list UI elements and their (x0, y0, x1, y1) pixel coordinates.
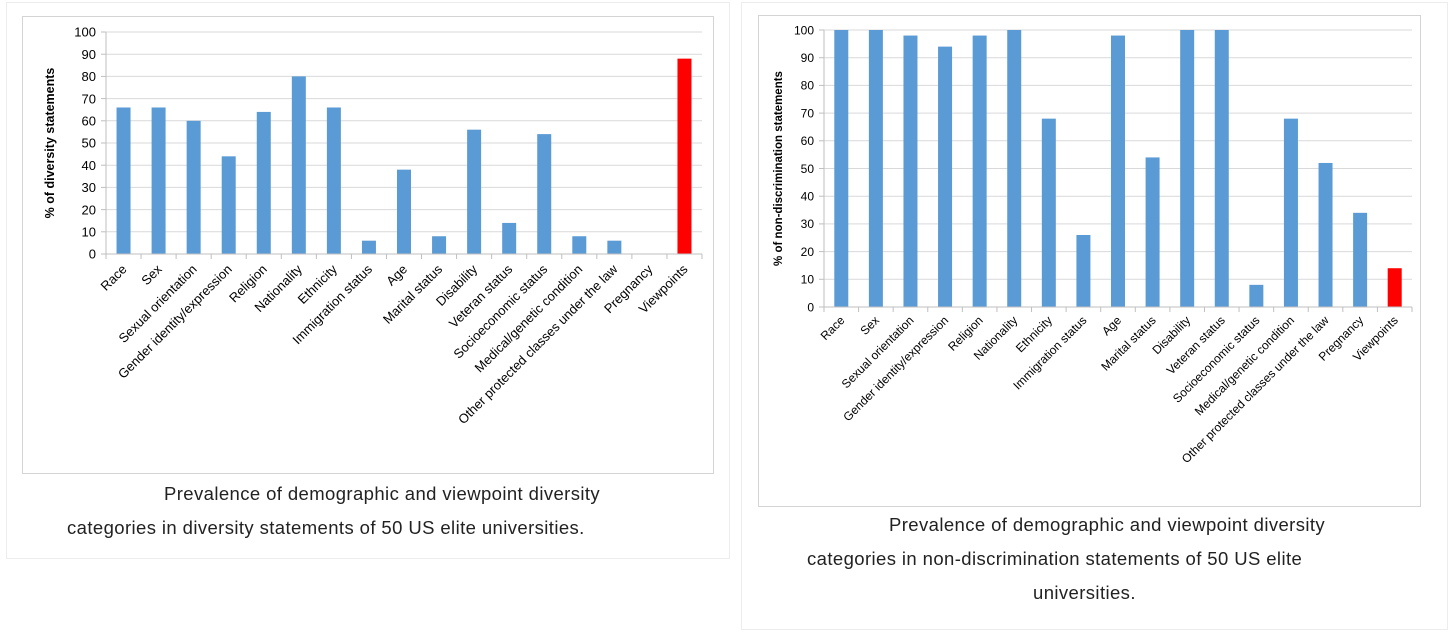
x-category-label: Age (1099, 313, 1124, 338)
diversity-chart-caption: Prevalence of demographic and viewpoint … (7, 477, 729, 545)
diversity-chart-frame: 0 10 20 30 40 50 60 70 80 90 100 Race Sex Sexual orie… (22, 16, 714, 474)
y-tick-label: 100 (794, 23, 814, 37)
non-discrimination-chart-frame: 0 10 20 30 40 50 60 70 80 90 100 Race Sex Sexual orie… (758, 15, 1421, 507)
bar (397, 169, 411, 254)
bar (903, 35, 918, 307)
caption-line: Prevalence of demographic and viewpoint … (889, 514, 1326, 535)
caption-line: categories in diversity statements of 50… (67, 517, 585, 538)
y-tick-label: 10 (801, 273, 815, 287)
bar (502, 222, 517, 254)
x-category-label: Age (383, 262, 410, 289)
bar (1353, 212, 1368, 307)
caption-line: universities. (1033, 582, 1136, 603)
bar (868, 30, 883, 307)
bar (1387, 268, 1402, 307)
y-tick-label: 60 (801, 134, 815, 148)
non-discrimination-chart-caption: Prevalence of demographic and viewpoint … (742, 508, 1447, 610)
y-tick-label: 40 (801, 190, 815, 204)
right-figure-panel: 0 10 20 30 40 50 60 70 80 90 100 Race Sex Sexual orie… (741, 2, 1448, 630)
y-tick-label: 50 (801, 162, 815, 176)
y-tick-label: 60 (82, 113, 96, 128)
bar (1180, 30, 1195, 307)
bar (938, 46, 953, 308)
bar (834, 30, 849, 307)
bar (326, 107, 341, 254)
bar (361, 240, 376, 254)
x-category-label: Sex (857, 313, 882, 338)
bar (221, 156, 236, 254)
bar (256, 111, 271, 254)
y-tick-label: 70 (82, 91, 96, 106)
y-tick-label: 80 (801, 79, 815, 93)
caption-line: Prevalence of demographic and viewpoint … (164, 483, 601, 504)
y-tick-label: 10 (82, 224, 96, 239)
bar (572, 236, 587, 254)
bar (432, 236, 447, 254)
bar (1249, 284, 1264, 307)
bar (677, 58, 692, 254)
bar (467, 129, 482, 254)
bar (116, 107, 131, 254)
bar (537, 134, 552, 254)
y-tick-label: 100 (74, 25, 96, 40)
bar (1318, 162, 1333, 307)
bar (1007, 30, 1022, 307)
y-tick-label: 30 (82, 180, 96, 195)
y-tick-label: 20 (82, 202, 96, 217)
y-tick-label: 20 (801, 245, 815, 259)
y-axis-title: % of diversity statements (43, 68, 57, 219)
bar (291, 76, 306, 255)
y-axis-title: % of non-discrimination statements (773, 71, 785, 266)
y-tick-label: 90 (82, 47, 96, 62)
bar (1214, 30, 1229, 307)
y-tick-label: 80 (82, 69, 96, 84)
y-tick-label: 0 (807, 300, 814, 314)
y-tick-label: 70 (801, 106, 815, 120)
bar (1283, 118, 1298, 307)
caption-line: categories in non-discrimination stateme… (807, 548, 1303, 569)
bar (1111, 35, 1125, 307)
bar (607, 240, 622, 254)
x-category-label: Sex (138, 261, 165, 288)
bar (972, 35, 987, 307)
x-category-label: Race (818, 313, 848, 343)
x-category-label: Race (98, 262, 130, 294)
y-tick-label: 40 (82, 158, 96, 173)
bar (1041, 118, 1056, 307)
bar (1076, 234, 1091, 307)
bar (186, 120, 201, 254)
bar (151, 107, 166, 254)
y-tick-label: 0 (89, 247, 96, 262)
y-tick-label: 50 (82, 136, 96, 151)
y-tick-label: 30 (801, 217, 815, 231)
y-tick-label: 90 (801, 51, 815, 65)
left-figure-panel: 0 10 20 30 40 50 60 70 80 90 100 Race Sex Sexual orie… (6, 2, 730, 559)
bar (1145, 157, 1160, 307)
